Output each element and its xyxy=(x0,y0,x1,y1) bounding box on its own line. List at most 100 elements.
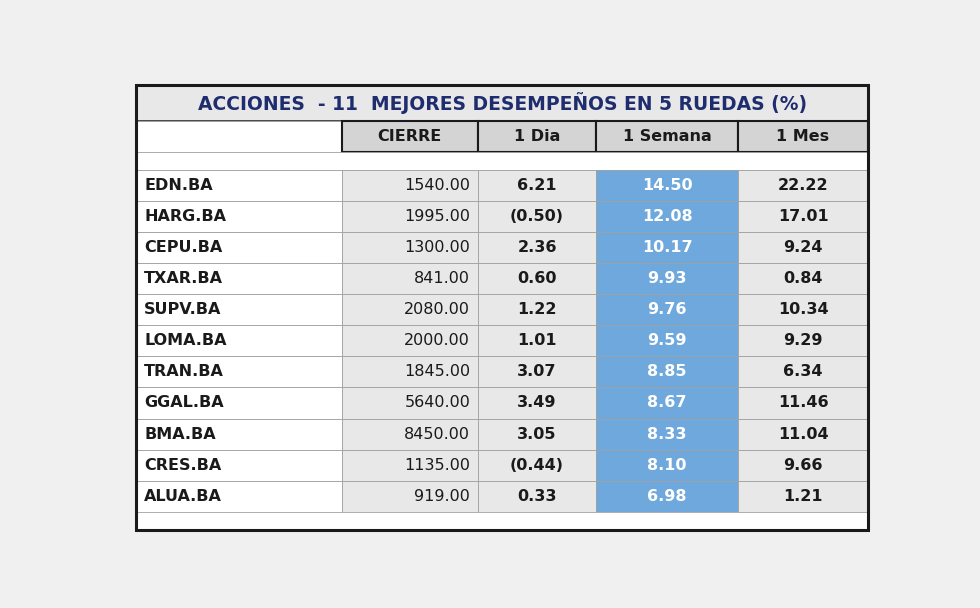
Text: 1 Semana: 1 Semana xyxy=(623,130,711,144)
Bar xyxy=(597,170,738,201)
Text: 2000.00: 2000.00 xyxy=(405,333,470,348)
Bar xyxy=(478,480,597,511)
Bar xyxy=(597,201,738,232)
Bar xyxy=(342,170,478,201)
Bar xyxy=(342,121,478,152)
Text: 3.07: 3.07 xyxy=(517,364,557,379)
Text: 1540.00: 1540.00 xyxy=(404,178,470,193)
Bar xyxy=(342,418,478,449)
Bar xyxy=(478,121,597,152)
Text: 22.22: 22.22 xyxy=(778,178,828,193)
Text: EDN.BA: EDN.BA xyxy=(144,178,213,193)
Text: 6.21: 6.21 xyxy=(517,178,557,193)
Text: 10.34: 10.34 xyxy=(778,302,828,317)
Text: LOMA.BA: LOMA.BA xyxy=(144,333,226,348)
Bar xyxy=(136,387,342,418)
Bar xyxy=(738,418,868,449)
Bar xyxy=(478,387,597,418)
Text: 1.21: 1.21 xyxy=(783,489,823,503)
Text: 8.10: 8.10 xyxy=(648,458,687,472)
Text: 2080.00: 2080.00 xyxy=(404,302,470,317)
Bar xyxy=(136,263,342,294)
Text: 8.33: 8.33 xyxy=(648,427,687,441)
Bar xyxy=(597,325,738,356)
Bar xyxy=(342,449,478,480)
Bar xyxy=(478,294,597,325)
Bar xyxy=(738,201,868,232)
Bar xyxy=(738,449,868,480)
Text: 1 Mes: 1 Mes xyxy=(776,130,829,144)
Bar xyxy=(342,480,478,511)
Bar xyxy=(478,449,597,480)
Bar xyxy=(597,356,738,387)
Bar xyxy=(136,325,342,356)
Text: 9.59: 9.59 xyxy=(648,333,687,348)
Text: 14.50: 14.50 xyxy=(642,178,693,193)
Text: ACCIONES  - 11  MEJORES DESEMPEÑOS EN 5 RUEDAS (%): ACCIONES - 11 MEJORES DESEMPEÑOS EN 5 RU… xyxy=(198,92,807,114)
Bar xyxy=(597,121,738,152)
Text: 0.33: 0.33 xyxy=(517,489,557,503)
Bar xyxy=(136,201,342,232)
Text: 0.60: 0.60 xyxy=(517,271,557,286)
Text: 11.46: 11.46 xyxy=(778,395,828,410)
Text: CIERRE: CIERRE xyxy=(377,130,442,144)
Text: 0.84: 0.84 xyxy=(783,271,823,286)
Bar xyxy=(136,294,342,325)
Bar xyxy=(342,294,478,325)
Text: 5640.00: 5640.00 xyxy=(405,395,470,410)
Bar xyxy=(738,294,868,325)
Bar xyxy=(738,387,868,418)
Text: CEPU.BA: CEPU.BA xyxy=(144,240,222,255)
Bar xyxy=(738,480,868,511)
Bar xyxy=(738,356,868,387)
Bar xyxy=(136,85,868,121)
Text: 1300.00: 1300.00 xyxy=(405,240,470,255)
Text: 6.98: 6.98 xyxy=(648,489,687,503)
Text: 9.76: 9.76 xyxy=(648,302,687,317)
Bar xyxy=(597,387,738,418)
Text: 6.34: 6.34 xyxy=(783,364,823,379)
Bar xyxy=(478,263,597,294)
Text: HARG.BA: HARG.BA xyxy=(144,209,226,224)
Bar xyxy=(478,356,597,387)
Bar xyxy=(738,263,868,294)
Text: TXAR.BA: TXAR.BA xyxy=(144,271,223,286)
Text: ALUA.BA: ALUA.BA xyxy=(144,489,221,503)
Text: 1995.00: 1995.00 xyxy=(404,209,470,224)
Text: 3.49: 3.49 xyxy=(517,395,557,410)
Text: 8450.00: 8450.00 xyxy=(404,427,470,441)
Bar xyxy=(597,480,738,511)
Text: 1135.00: 1135.00 xyxy=(404,458,470,472)
Bar xyxy=(342,263,478,294)
Text: 1.22: 1.22 xyxy=(517,302,557,317)
Bar xyxy=(342,325,478,356)
Text: 9.29: 9.29 xyxy=(783,333,823,348)
Bar xyxy=(738,232,868,263)
Bar xyxy=(136,152,868,170)
Text: 8.85: 8.85 xyxy=(648,364,687,379)
Bar xyxy=(136,356,342,387)
Bar xyxy=(597,232,738,263)
Bar xyxy=(136,480,342,511)
Bar xyxy=(597,418,738,449)
Bar xyxy=(478,232,597,263)
Text: 1.01: 1.01 xyxy=(517,333,557,348)
Text: 3.05: 3.05 xyxy=(517,427,557,441)
Bar xyxy=(342,356,478,387)
Bar xyxy=(478,418,597,449)
Text: SUPV.BA: SUPV.BA xyxy=(144,302,221,317)
Bar xyxy=(597,449,738,480)
Bar xyxy=(136,418,342,449)
Text: 11.04: 11.04 xyxy=(778,427,828,441)
Text: (0.44): (0.44) xyxy=(510,458,564,472)
Bar xyxy=(597,294,738,325)
Text: BMA.BA: BMA.BA xyxy=(144,427,216,441)
Bar xyxy=(738,121,868,152)
Bar xyxy=(136,170,342,201)
Bar xyxy=(342,387,478,418)
Text: GGAL.BA: GGAL.BA xyxy=(144,395,223,410)
Bar xyxy=(597,263,738,294)
Bar xyxy=(342,232,478,263)
Text: 1 Dia: 1 Dia xyxy=(514,130,561,144)
Bar xyxy=(342,201,478,232)
